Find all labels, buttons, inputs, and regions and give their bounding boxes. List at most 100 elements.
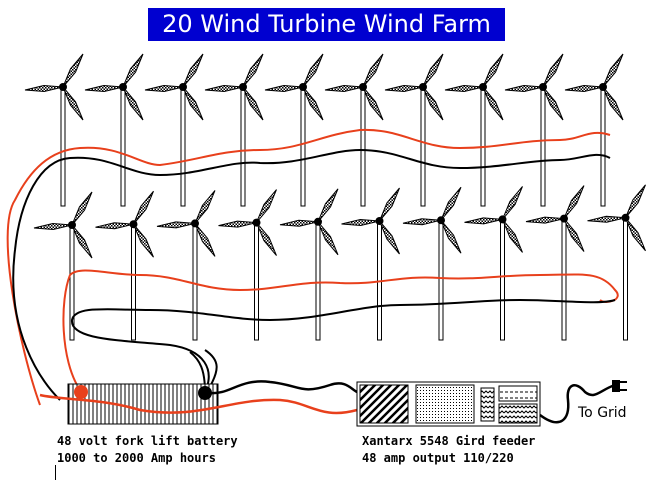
grid-cable	[539, 383, 616, 424]
turbine-tower	[300, 86, 306, 207]
wind-turbine	[144, 53, 204, 207]
turbine-hub	[179, 83, 187, 91]
turbine-tower	[240, 86, 246, 207]
turbine-blade	[379, 187, 400, 222]
turbine-tower	[315, 221, 321, 341]
wind-turbine	[95, 190, 154, 341]
turbine-blade	[464, 217, 503, 225]
turbine-blade	[502, 219, 523, 253]
turbine-blade	[182, 53, 204, 88]
turbine-blade	[302, 53, 324, 88]
turbine-blade	[362, 53, 384, 88]
turbine-blade	[625, 217, 646, 252]
wind-turbine	[402, 186, 462, 341]
wind-turbine	[324, 53, 384, 207]
turbine-tower	[500, 218, 505, 341]
turbine-tower	[60, 86, 66, 207]
turbine-blade	[482, 53, 504, 88]
wind-turbine	[156, 190, 216, 341]
turbine-hub	[191, 219, 199, 228]
wind-turbine	[504, 53, 564, 207]
wind-turbine	[587, 184, 646, 341]
turbine-blade	[324, 85, 364, 92]
turbine-hub	[68, 221, 76, 229]
grid-label: To Grid	[578, 405, 627, 421]
turbine-blade	[602, 53, 624, 88]
turbine-tower	[180, 86, 186, 207]
turbine-blade	[587, 215, 626, 223]
turbine-blade	[302, 86, 324, 121]
turbine-blade	[440, 219, 462, 254]
turbine-blade	[542, 53, 564, 88]
turbine-tower	[438, 219, 444, 341]
turbine-tower	[192, 222, 198, 341]
wind-turbine	[24, 53, 84, 207]
wind-turbine	[464, 186, 523, 341]
battery-label-line2: 1000 to 2000 Amp hours	[57, 451, 216, 465]
turbine-blade	[602, 86, 624, 121]
turbine-blade	[384, 85, 424, 92]
turbine-tower	[131, 223, 136, 341]
turbine-blade	[564, 85, 604, 92]
turbine-hub	[239, 83, 247, 91]
wind-turbine	[218, 189, 277, 341]
turbine-hub	[314, 217, 322, 226]
turbine-blade	[563, 185, 585, 219]
turbine-blade	[362, 86, 384, 121]
turbine-hub	[498, 215, 507, 224]
turbine-blade	[122, 86, 144, 121]
wind-turbine	[525, 185, 585, 341]
turbine-blade	[317, 188, 339, 223]
turbine-blade	[256, 222, 277, 256]
turbine-blade	[133, 190, 154, 225]
turbine-blade	[422, 53, 444, 88]
inverter-label: Xantarx 5548 Gird feeder 48 amp output 11…	[362, 433, 535, 467]
plug-icon	[612, 380, 627, 392]
battery-label: 48 volt fork lift battery 1000 to 2000 Am…	[57, 433, 238, 467]
turbine-blade	[317, 221, 339, 256]
turbine-hub	[375, 217, 384, 225]
turbine-hub	[539, 83, 547, 91]
turbine-blade	[133, 223, 154, 258]
turbine-hub	[621, 213, 630, 222]
turbine-blade	[204, 85, 244, 92]
wind-turbine	[444, 53, 504, 207]
turbine-blade	[256, 189, 277, 223]
turbine-blade	[502, 186, 523, 220]
wind-turbine	[84, 53, 144, 207]
turbine-blade	[482, 86, 504, 121]
turbine-blade	[525, 216, 565, 224]
positive-terminal	[74, 385, 88, 399]
wind-turbine	[264, 53, 324, 207]
positive-wire-row2	[62, 269, 619, 391]
turbine-blade	[62, 86, 84, 121]
turbine-blade	[24, 85, 64, 92]
turbine-hub	[419, 83, 427, 91]
positive-wire-row1	[6, 128, 611, 406]
turbine-blade	[194, 223, 216, 257]
turbine-blade	[33, 223, 73, 230]
battery-label-line1: 48 volt fork lift battery	[57, 434, 238, 448]
text-cursor	[55, 465, 56, 480]
turbine-hub	[359, 83, 367, 91]
turbine-hub	[119, 83, 127, 91]
wind-turbine	[564, 53, 624, 207]
turbine-blade	[144, 85, 184, 92]
turbine-hub	[599, 83, 607, 91]
turbine-blade	[71, 224, 93, 259]
turbine-blade	[444, 85, 484, 92]
inverter-label-line2: 48 amp output 110/220	[362, 451, 514, 465]
turbine-blade	[95, 222, 134, 230]
turbine-blade	[242, 86, 264, 121]
turbine-tower	[120, 86, 126, 207]
turbine-blade	[625, 184, 646, 219]
turbine-blade	[194, 190, 216, 224]
turbine-blade	[264, 85, 304, 92]
turbine-blade	[62, 53, 84, 88]
turbine-hub	[437, 216, 445, 225]
turbine-blade	[440, 186, 462, 221]
turbine-blade	[122, 53, 144, 88]
turbine-hub	[59, 83, 67, 91]
